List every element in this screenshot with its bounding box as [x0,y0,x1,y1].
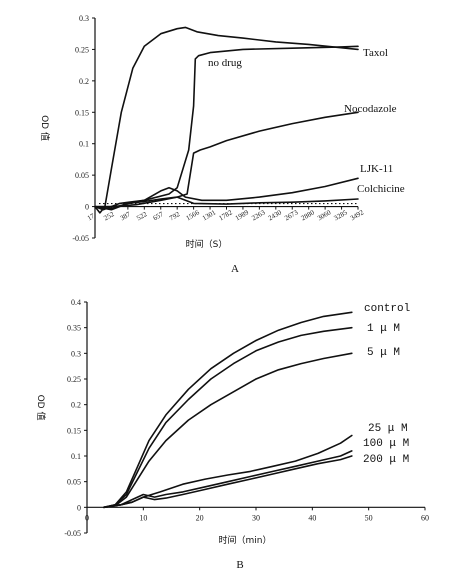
b-y-axis-label: OD 值 [35,395,47,421]
a-series-label: LJK-11 [360,163,393,175]
a-series-label: Taxol [363,47,388,59]
b-series-line-200-m [103,455,353,509]
a-xtick-label: 17 [86,212,96,223]
a-ytick-label: 0.05 [75,171,89,180]
b-ytick-label: 0 [77,503,81,512]
a-xtick-label: 3492 [349,208,366,222]
b-ytick-label: 0.05 [67,478,81,487]
b-ytick-label: 0.3 [71,349,81,358]
b-xtick-label: 40 [308,513,316,522]
b-ytick-label: 0.15 [67,426,81,435]
b-series-label: control [364,303,410,315]
a-xtick-label: 1566 [185,208,202,222]
a-series-line-nocodazole [94,111,359,208]
b-series-label: 5 μ M [367,347,400,359]
a-xtick-label: 2880 [300,208,317,222]
b-series-label: 1 μ M [367,323,400,335]
b-series-label: 25 μ M [368,423,408,435]
b-ytick-label: 0.25 [67,375,81,384]
b-series-line-25-m [103,434,353,509]
a-series-line-taxol [94,26,359,214]
a-ytick-label: -0.05 [72,234,89,243]
a-xtick-label: 1301 [201,208,218,222]
b-xtick-label: 0 [85,513,89,522]
b-panel-label: B [236,559,243,571]
a-ytick-label: 0.2 [79,77,89,86]
a-xtick-label: 1782 [218,208,235,222]
b-ytick-label: 0.1 [71,452,81,461]
a-xtick-label: 387 [119,210,133,222]
a-y-axis-label: OD 值 [39,115,51,141]
b-xtick-label: 20 [196,513,204,522]
a-panel-label: A [231,263,239,275]
b-series-label: 200 μ M [363,454,409,466]
b-xtick-label: 10 [139,513,147,522]
b-series-line-5-m [103,352,353,509]
a-series-line-colchicine [94,196,359,210]
a-ytick-label: 0 [85,203,89,212]
b-ytick-label: 0.2 [71,401,81,410]
a-xtick-label: 2263 [250,208,267,222]
panel-a-chart: 0.3 0.25 0.2 0.15 0.1 0.05 0 -0.05 17 252 387 522 65… [39,14,405,275]
b-ytick-label: 0.35 [67,324,81,333]
a-series-label: Colchicine [357,183,405,195]
panel-b-chart: 0.4 0.35 0.3 0.25 0.2 0.15 0.1 0.05 0 -0.05 0 10 20 3… [35,298,429,571]
a-xtick-label: 522 [135,210,149,222]
a-xtick-label: 1989 [234,208,251,222]
b-series-line-control [103,311,353,509]
b-series-label: 100 μ M [363,438,409,450]
a-xtick-label: 657 [152,210,166,222]
a-ytick-label: 0.25 [75,45,89,54]
b-xtick-label: 50 [365,513,373,522]
a-ytick-label: 0.15 [75,108,89,117]
a-xtick-label: 3060 [316,208,333,222]
b-ytick-label: 0.4 [71,298,81,307]
a-series-line-no-drug [94,45,359,211]
a-xtick-label: 3285 [333,208,350,222]
b-x-axis-label: 时间（min） [219,534,272,546]
a-x-axis-label: 时间（S） [186,238,228,250]
a-xtick-label: 2673 [283,208,300,222]
b-xtick-label: 30 [252,513,260,522]
b-series-line-1-m [103,326,353,509]
a-xtick-label: 2430 [267,208,284,222]
a-ytick-label: 0.3 [79,14,89,23]
b-xtick-label: 60 [421,513,429,522]
a-xtick-label: 792 [168,210,182,222]
a-series-label: Nocodazole [344,103,397,115]
a-ytick-label: 0.1 [79,140,89,149]
b-series-line-100-m [103,450,353,509]
b-ytick-label: -0.05 [64,529,81,538]
a-xtick-label: 252 [102,210,116,222]
a-series-label: no drug [208,57,242,69]
